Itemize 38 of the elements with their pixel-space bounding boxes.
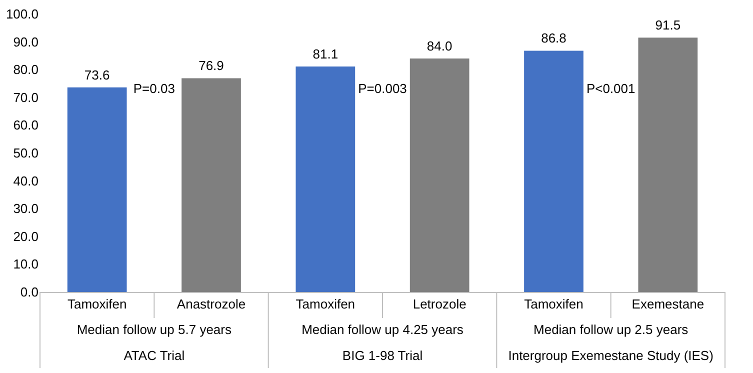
data-label: 76.9 (198, 58, 224, 74)
y-tick-label: 80.0 (13, 62, 38, 78)
x-tick-label: Anastrozole (176, 296, 246, 312)
data-label: 73.6 (84, 67, 110, 82)
y-tick-label: 50.0 (13, 146, 38, 160)
text: Median follow up 4.25 years (302, 322, 464, 337)
bar (524, 50, 584, 292)
annotation: P=0.03 (133, 81, 175, 96)
data-label: 91.5 (655, 18, 681, 33)
text: ATAC Trial (124, 348, 185, 363)
x-tick-label: Exemestane (632, 296, 704, 312)
x-tick-label: Tamoxifen (67, 296, 127, 312)
data-label: 86.8 (541, 30, 566, 46)
data-label: 81.1 (312, 46, 338, 62)
x-tick-label: Letrozole (412, 296, 466, 312)
text: BIG 1-98 Trial (342, 348, 423, 363)
bar (182, 78, 241, 292)
y-tick-label: 40.0 (13, 173, 38, 188)
annotation: P=0.003 (358, 81, 407, 96)
text: Median follow up 2.5 years (534, 322, 689, 337)
bar (638, 38, 698, 292)
x-tick-label: Tamoxifen (524, 296, 584, 312)
text: Intergroup Exemestane Study (IES) (508, 348, 714, 363)
annotation: P<0.001 (586, 81, 636, 96)
bar (296, 66, 356, 292)
text: Median follow up 5.7 years (76, 322, 232, 337)
y-tick-label: 20.0 (13, 228, 38, 244)
y-tick-label: 100.0 (6, 6, 38, 22)
y-tick-label: 30.0 (13, 201, 38, 216)
data-label: 84.0 (426, 38, 452, 54)
x-tick-label: Tamoxifen (296, 296, 356, 312)
bar (410, 58, 470, 292)
bar (67, 87, 127, 292)
y-tick-label: 90.0 (13, 34, 38, 50)
y-tick-label: 70.0 (13, 90, 38, 105)
y-tick-label: 0.0 (20, 284, 38, 300)
y-tick-label: 60.0 (13, 118, 38, 133)
y-tick-label: 10.0 (13, 256, 38, 272)
